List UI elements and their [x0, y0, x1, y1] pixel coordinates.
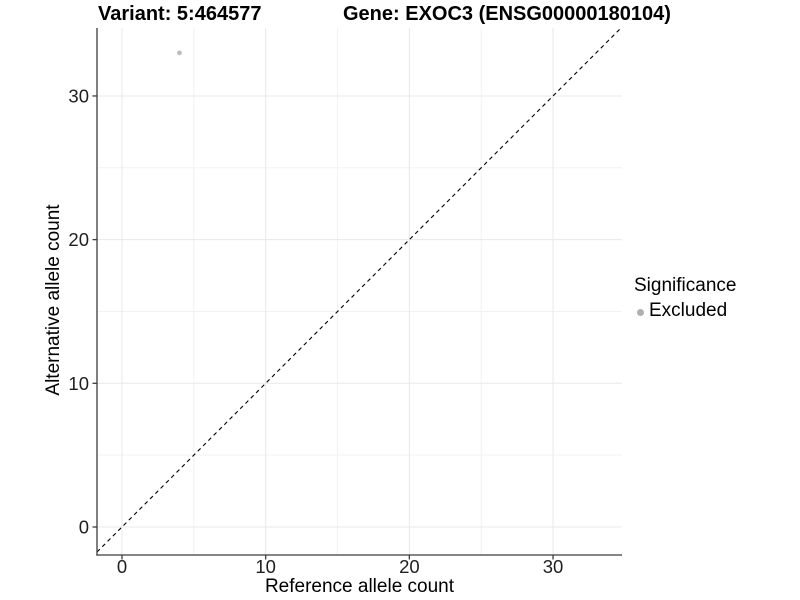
legend-title: Significance [634, 275, 737, 296]
y-tick-label: 30 [68, 85, 89, 106]
data-point [177, 50, 182, 56]
x-axis-title: Reference allele count [264, 576, 455, 597]
identity-line [96, 27, 622, 553]
plot-title-variant: Variant: 5:464577 [98, 3, 262, 25]
x-tick-label: 10 [255, 556, 276, 577]
plot-title-gene: Gene: EXOC3 (ENSG00000180104) [343, 3, 671, 25]
legend-item-label: Excluded [649, 299, 728, 321]
excluded-point-icon [637, 308, 644, 316]
y-tick-label: 10 [68, 373, 89, 394]
x-tick-label: 30 [543, 556, 564, 577]
legend: Significance Excluded [634, 275, 736, 323]
y-tick-label: 20 [68, 229, 89, 250]
x-tick-label: 0 [117, 556, 127, 577]
legend-item-excluded: Excluded [634, 300, 736, 323]
y-tick-label: 0 [79, 516, 89, 537]
x-tick-label: 20 [399, 556, 420, 577]
y-axis-title: Alternative allele count [43, 204, 64, 396]
